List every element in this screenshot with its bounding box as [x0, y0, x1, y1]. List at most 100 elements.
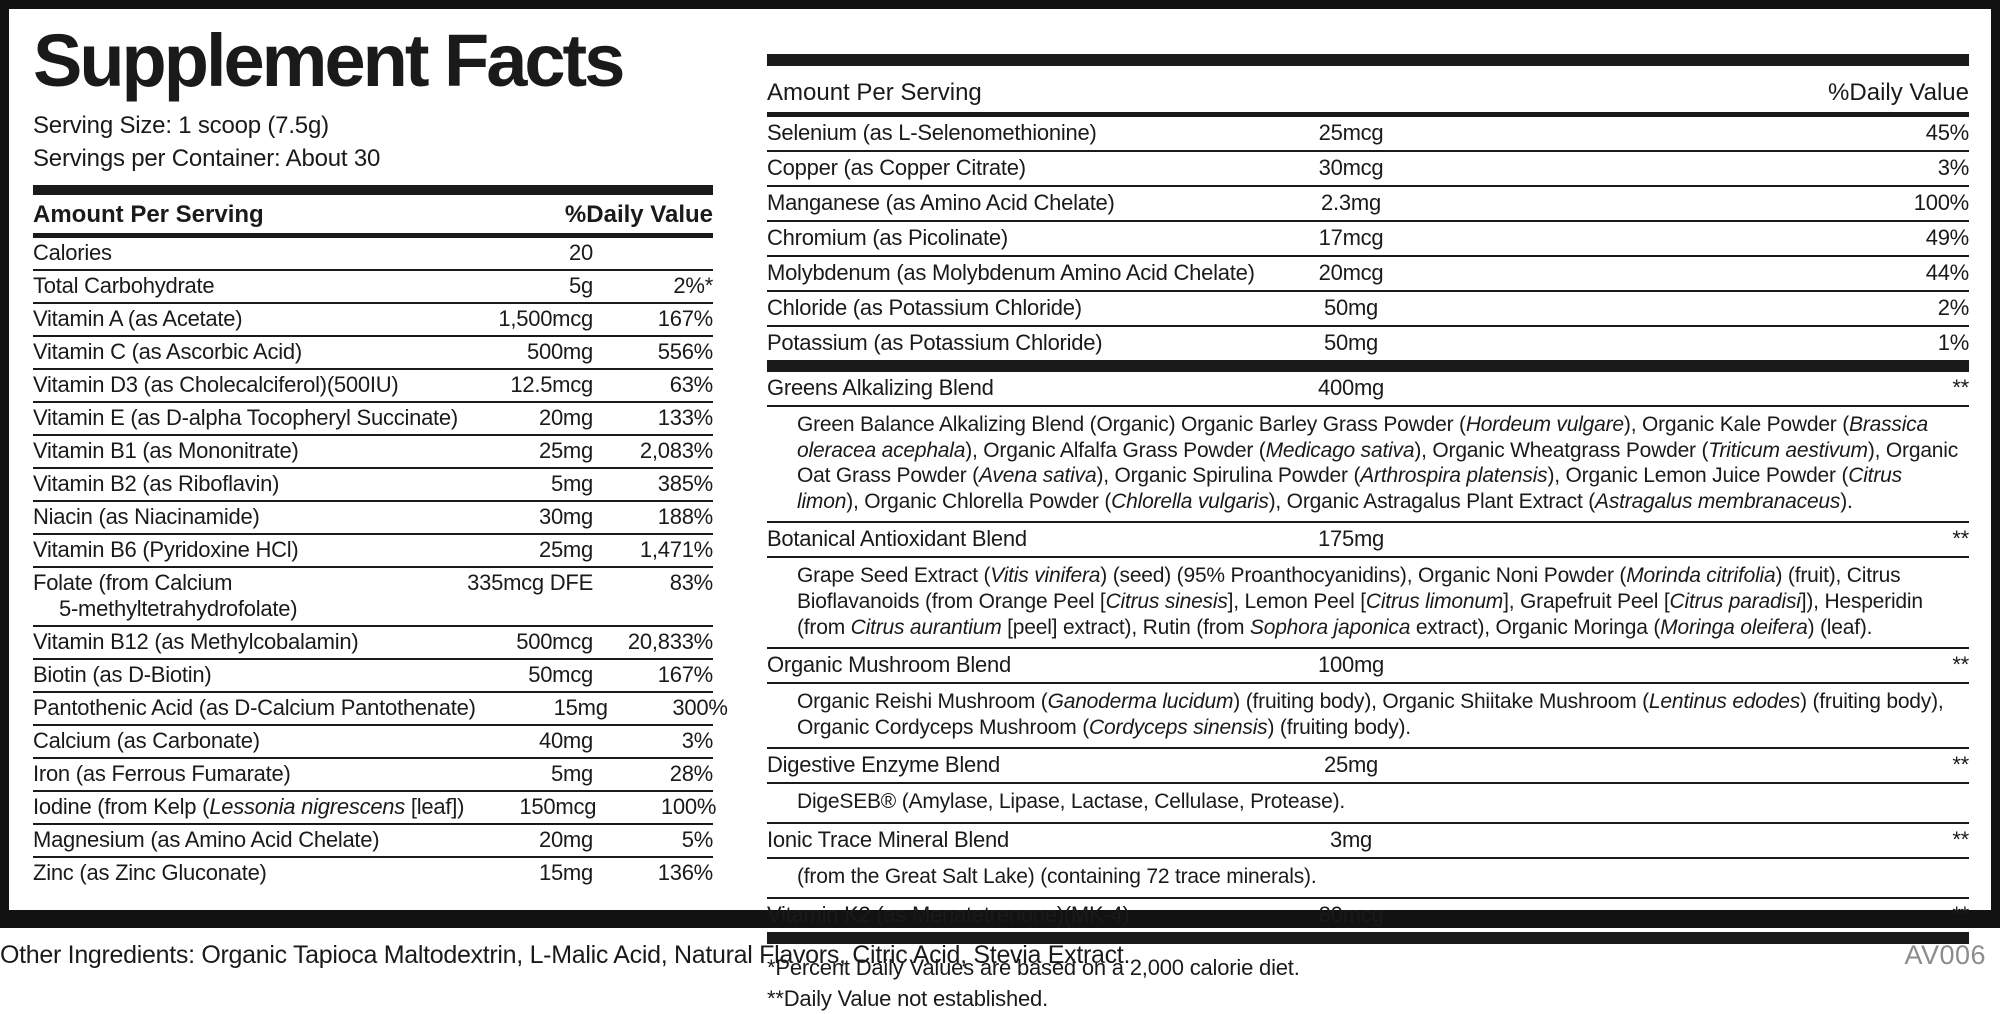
- nutrient-amount: 20mg: [461, 405, 593, 431]
- nutrient-dv: 385%: [593, 471, 713, 497]
- blend-row: Greens Alkalizing Blend 400mg **: [767, 372, 1969, 405]
- nutrient-amount: 2.3mg: [1241, 190, 1461, 216]
- nutrient-name: Molybdenum (as Molybdenum Amino Acid Che…: [767, 260, 1241, 286]
- blend-name: Organic Mushroom Blend: [767, 652, 1241, 678]
- left-table-header: Amount Per Serving %Daily Value: [33, 195, 713, 238]
- nutrient-dv: 136%: [593, 860, 713, 886]
- daily-value-header: %Daily Value: [1828, 79, 1969, 107]
- nutrient-name: Vitamin B6 (Pyridoxine HCl): [33, 537, 461, 563]
- nutrient-name: Niacin (as Niacinamide): [33, 504, 461, 530]
- table-row: Vitamin C (as Ascorbic Acid) 500mg 556%: [33, 335, 713, 368]
- table-row: Niacin (as Niacinamide) 30mg 188%: [33, 500, 713, 533]
- nutrient-name-line2: 5-methyltetrahydrofolate): [33, 596, 461, 622]
- nutrient-amount: 20mg: [461, 827, 593, 853]
- blend-amount: 100mg: [1241, 652, 1461, 678]
- blend-dv: **: [1839, 752, 1969, 778]
- nutrient-name: Potassium (as Potassium Chloride): [767, 330, 1241, 356]
- blend-name: Greens Alkalizing Blend: [767, 375, 1241, 401]
- nutrient-dv: 83%: [593, 570, 713, 596]
- nutrient-name: Vitamin E (as D-alpha Tocopheryl Succina…: [33, 405, 461, 431]
- nutrient-dv: 1,471%: [593, 537, 713, 563]
- nutrient-name: Iron (as Ferrous Fumarate): [33, 761, 461, 787]
- table-row: Chloride (as Potassium Chloride) 50mg 2%: [767, 290, 1969, 325]
- section-divider-bar: [767, 54, 1969, 66]
- blend-name: Ionic Trace Mineral Blend: [767, 827, 1241, 853]
- nutrient-amount: 25mg: [461, 438, 593, 464]
- nutrient-name: Chloride (as Potassium Chloride): [767, 295, 1241, 321]
- blend-description: Green Balance Alkalizing Blend (Organic)…: [767, 405, 1969, 521]
- nutrient-amount: 335mcg DFE: [461, 570, 593, 596]
- nutrient-name: Selenium (as L-Selenomethionine): [767, 120, 1241, 146]
- nutrient-amount: 500mcg: [461, 629, 593, 655]
- nutrient-dv: 2%*: [593, 273, 713, 299]
- nutrient-amount: 12.5mcg: [461, 372, 593, 398]
- other-ingredients: Other Ingredients: Organic Tapioca Malto…: [0, 941, 1130, 970]
- footnote-dv-not-established: **Daily Value not established.: [767, 984, 1969, 1014]
- nutrient-amount: 15mg: [461, 860, 593, 886]
- table-row: Iodine (from Kelp (Lessonia nigrescens […: [33, 790, 713, 823]
- nutrient-name: Iodine (from Kelp (Lessonia nigrescens […: [33, 794, 464, 820]
- blend-dv: **: [1839, 652, 1969, 678]
- nutrient-amount: 150mcg: [464, 794, 596, 820]
- nutrient-amount: 50mcg: [461, 662, 593, 688]
- nutrient-dv: 3%: [593, 728, 713, 754]
- nutrient-name: Zinc (as Zinc Gluconate): [33, 860, 461, 886]
- nutrient-name: Copper (as Copper Citrate): [767, 155, 1241, 181]
- table-row: Selenium (as L-Selenomethionine) 25mcg 4…: [767, 117, 1969, 150]
- section-divider-bar: [767, 360, 1969, 372]
- blend-row: Digestive Enzyme Blend 25mg **: [767, 747, 1969, 782]
- nutrient-amount: 50mg: [1241, 330, 1461, 356]
- nutrient-amount: 500mg: [461, 339, 593, 365]
- nutrient-name: Magnesium (as Amino Acid Chelate): [33, 827, 461, 853]
- nutrient-amount: 30mcg: [1241, 155, 1461, 181]
- table-row: Iron (as Ferrous Fumarate) 5mg 28%: [33, 757, 713, 790]
- bottom-strip: Other Ingredients: Organic Tapioca Malto…: [0, 928, 2000, 982]
- blend-dv: **: [1839, 526, 1969, 552]
- nutrient-name: Calories: [33, 240, 461, 266]
- blend-amount: 25mg: [1241, 752, 1461, 778]
- left-column: Supplement Facts Serving Size: 1 scoop (…: [9, 9, 721, 910]
- nutrient-dv: 5%: [593, 827, 713, 853]
- nutrient-name-line1: Folate (from Calcium: [33, 570, 232, 595]
- nutrient-amount: 25mg: [461, 537, 593, 563]
- serving-size: Serving Size: 1 scoop (7.5g): [33, 110, 713, 142]
- nutrient-dv: 1%: [1839, 330, 1969, 356]
- nutrient-name: Biotin (as D-Biotin): [33, 662, 461, 688]
- blend-amount: 80mcg: [1241, 902, 1461, 928]
- blend-amount: 3mg: [1241, 827, 1461, 853]
- nutrient-dv: 63%: [593, 372, 713, 398]
- table-row: Total Carbohydrate 5g 2%*: [33, 269, 713, 302]
- nutrient-amount: 40mg: [461, 728, 593, 754]
- section-divider-bar: [33, 185, 713, 195]
- table-row: Calcium (as Carbonate) 40mg 3%: [33, 724, 713, 757]
- nutrient-amount: 20: [461, 240, 593, 266]
- amount-per-serving-header: Amount Per Serving: [33, 201, 264, 229]
- nutrient-name: Chromium (as Picolinate): [767, 225, 1241, 251]
- blend-name: Botanical Antioxidant Blend: [767, 526, 1241, 552]
- right-column: Amount Per Serving %Daily Value Selenium…: [721, 9, 1991, 910]
- nutrient-name: Manganese (as Amino Acid Chelate): [767, 190, 1241, 216]
- nutrient-dv: 188%: [593, 504, 713, 530]
- table-row: Manganese (as Amino Acid Chelate) 2.3mg …: [767, 185, 1969, 220]
- nutrient-dv: 2%: [1839, 295, 1969, 321]
- right-table-header: Amount Per Serving %Daily Value: [767, 72, 1969, 117]
- blend-name: Vitamin K2 (as Menatetrenone)(MK-4): [767, 902, 1241, 928]
- nutrient-name: Vitamin C (as Ascorbic Acid): [33, 339, 461, 365]
- blend-dv: **: [1839, 902, 1969, 928]
- table-row: Vitamin E (as D-alpha Tocopheryl Succina…: [33, 401, 713, 434]
- nutrient-amount: 30mg: [461, 504, 593, 530]
- nutrient-amount: 5mg: [461, 471, 593, 497]
- nutrient-dv: 44%: [1839, 260, 1969, 286]
- blend-description: Organic Reishi Mushroom (Ganoderma lucid…: [767, 682, 1969, 747]
- nutrient-amount: 17mcg: [1241, 225, 1461, 251]
- nutrient-amount: 20mcg: [1241, 260, 1461, 286]
- nutrient-dv: 100%: [596, 794, 716, 820]
- nutrient-dv: 49%: [1839, 225, 1969, 251]
- table-row: Molybdenum (as Molybdenum Amino Acid Che…: [767, 255, 1969, 290]
- blend-dv: **: [1839, 827, 1969, 853]
- nutrient-dv: 167%: [593, 306, 713, 332]
- nutrient-dv: 167%: [593, 662, 713, 688]
- product-code: AV006: [1904, 940, 1986, 971]
